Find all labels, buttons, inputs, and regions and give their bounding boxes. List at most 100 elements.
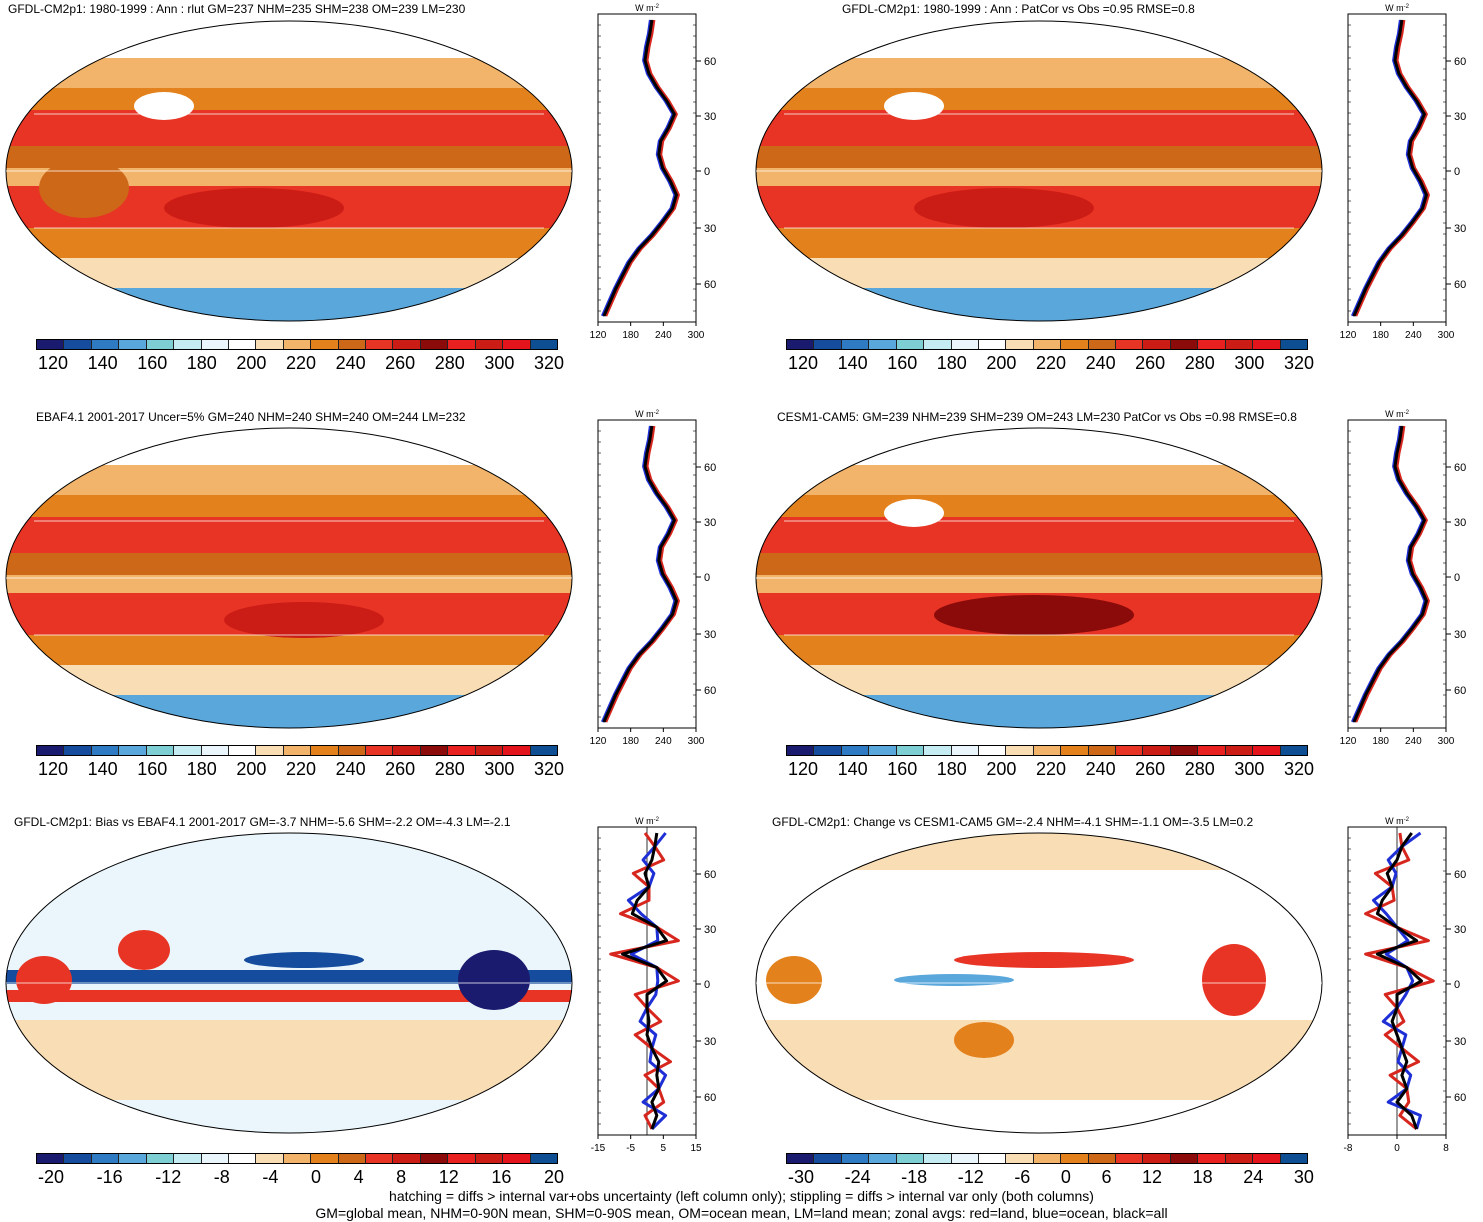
lat-label: 30S [704, 1036, 716, 1048]
colorbar-tick-label: 220 [1035, 353, 1067, 373]
colorbar-tick-label: 260 [385, 759, 416, 779]
colorbar-swatch [256, 1154, 284, 1163]
colorbar-swatch [448, 340, 476, 349]
lat-label: 60N [1454, 462, 1466, 474]
zonal-unit-label: W m-2 [635, 3, 659, 13]
colorbar-tick-label: 240 [335, 759, 366, 779]
colorbar-swatch [896, 746, 925, 755]
colorbar-swatch [366, 1154, 394, 1163]
colorbar-tick-label: 160 [887, 353, 918, 373]
colorbar-swatch [119, 1154, 147, 1163]
colorbar-swatch [1006, 746, 1034, 755]
colorbar-swatch [1033, 340, 1062, 349]
x-tick-label: 240 [1405, 330, 1422, 341]
colorbar-swatch [503, 1154, 531, 1163]
colorbar-tick-label: 6 [1101, 1167, 1112, 1187]
colorbar-swatch [814, 340, 842, 349]
panel-6-colorbar-labels: -30 -24 -18 -12 -6 0 6 12 18 24 30 [788, 1167, 1314, 1188]
colorbar-swatch [530, 340, 558, 349]
colorbar-tick-label: -30 [788, 1167, 815, 1187]
colorbar-tick-label: -6 [1014, 1167, 1031, 1187]
panel-3-title: EBAF4.1 2001-2017 Uncer=5% GM=240 NHM=24… [36, 410, 466, 424]
colorbar-swatch [420, 1154, 449, 1163]
panel-5-map [5, 832, 573, 1134]
colorbar-tick-label: 12 [1142, 1167, 1163, 1187]
x-tick-label: 240 [655, 736, 672, 747]
colorbar-swatch [37, 746, 65, 755]
colorbar-swatch [1170, 1154, 1199, 1163]
colorbar-swatch [119, 746, 147, 755]
colorbar-tick-label: -16 [96, 1167, 123, 1187]
ocean-line [1372, 831, 1422, 1130]
lat-label: 0 [704, 166, 710, 178]
colorbar-swatch [338, 746, 367, 755]
colorbar-tick-label: 200 [236, 353, 267, 373]
colorbar-swatch [1061, 1154, 1089, 1163]
colorbar-tick-label: 200 [236, 759, 267, 779]
panel-1-colorbar [36, 339, 558, 350]
colorbar-swatch [1116, 340, 1144, 349]
x-tick-label: 300 [688, 330, 705, 341]
colorbar-tick-label: 160 [137, 759, 168, 779]
colorbar-swatch [311, 340, 339, 349]
colorbar-swatch [119, 340, 147, 349]
all-line [1352, 425, 1428, 723]
colorbar-swatch [366, 746, 394, 755]
zonal-unit-label: W m-2 [635, 816, 659, 826]
colorbar-swatch [475, 746, 504, 755]
panel-2-zonal-plot: W m-2 60N 30N 0 30S 60S 120 180 240 300 [1340, 3, 1466, 341]
colorbar-swatch [174, 746, 202, 755]
lat-label: 60N [704, 462, 716, 474]
land-line [604, 425, 680, 723]
colorbar-swatch [924, 746, 952, 755]
panel-1-zonal-plot: W m-2 60N 30N 0 30S 60S 120 180 240 300 [590, 3, 716, 341]
lat-label: 0 [704, 572, 710, 584]
all-line [1352, 19, 1428, 317]
panel-6-title: GFDL-CM2p1: Change vs CESM1-CAM5 GM=-2.4… [772, 815, 1254, 829]
colorbar-tick-label: 280 [434, 759, 465, 779]
colorbar-swatch [1116, 1154, 1144, 1163]
panel-4-map [755, 427, 1323, 729]
all-line [602, 425, 678, 723]
panel-3-zonal-plot: W m-2 60N 30N 0 30S 60S 120 180 240 300 [590, 409, 716, 747]
colorbar-swatch [1006, 1154, 1034, 1163]
panel-4-zonal-plot: W m-2 60N 30N 0 30S 60S 120 180 240 300 [1340, 409, 1466, 747]
colorbar-tick-label: 16 [491, 1167, 512, 1187]
colorbar-tick-label: -12 [155, 1167, 182, 1187]
lat-label: 30S [1454, 1036, 1466, 1048]
colorbar-tick-label: -12 [957, 1167, 984, 1187]
colorbar-swatch [503, 746, 531, 755]
panel-4-colorbar-labels: 120 140 160 180 200 220 240 260 280 300 320 [788, 759, 1314, 780]
colorbar-swatch [146, 746, 175, 755]
colorbar-swatch [174, 340, 202, 349]
colorbar-tick-label: 240 [335, 353, 366, 373]
colorbar-swatch [393, 1154, 421, 1163]
colorbar-swatch [978, 1154, 1007, 1163]
colorbar-tick-label: 260 [1135, 759, 1166, 779]
colorbar-swatch [146, 340, 175, 349]
colorbar-tick-label: 140 [87, 353, 118, 373]
colorbar-swatch [1253, 746, 1281, 755]
colorbar-tick-label: -24 [844, 1167, 871, 1187]
colorbar-swatch [174, 1154, 202, 1163]
colorbar-swatch [1225, 340, 1254, 349]
colorbar-swatch [64, 746, 92, 755]
colorbar-swatch [951, 1154, 979, 1163]
colorbar-swatch [924, 1154, 952, 1163]
colorbar-swatch [366, 340, 394, 349]
colorbar-swatch [530, 746, 558, 755]
panel-1-title: GFDL-CM2p1: 1980-1999 : Ann : rlut GM=23… [8, 2, 466, 16]
colorbar-tick-label: 260 [385, 353, 416, 373]
colorbar-swatch [896, 340, 925, 349]
colorbar-tick-label: 320 [533, 353, 564, 373]
lat-label: 60S [704, 279, 716, 291]
panel-4-title: CESM1-CAM5: GM=239 NHM=239 SHM=239 OM=24… [777, 410, 1297, 424]
colorbar-swatch [869, 340, 897, 349]
panel-2-colorbar [786, 339, 1308, 350]
colorbar-swatch [1088, 340, 1117, 349]
colorbar-tick-label: -18 [901, 1167, 928, 1187]
panel-1-colorbar-labels: 120 140 160 180 200 220 240 260 280 300 320 [38, 353, 564, 374]
colorbar-tick-label: 180 [936, 353, 967, 373]
colorbar-swatch [1006, 340, 1034, 349]
x-tick-label: 0 [1394, 1143, 1400, 1154]
